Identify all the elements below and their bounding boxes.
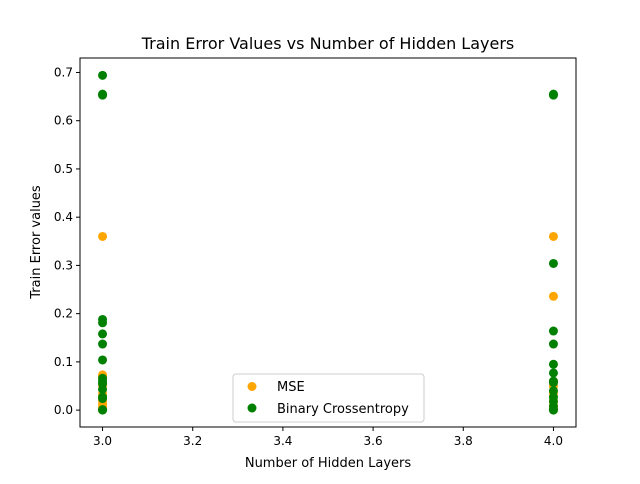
data-point-binary-crossentropy	[98, 90, 108, 100]
plot-frame	[79, 57, 577, 428]
data-point-binary-crossentropy	[98, 405, 108, 415]
data-point-binary-crossentropy	[548, 405, 558, 415]
y-tick-label: 0.2	[54, 307, 73, 321]
legend-box	[232, 373, 425, 423]
points-layer	[98, 70, 558, 415]
data-point-binary-crossentropy	[548, 258, 558, 268]
data-point-binary-crossentropy	[548, 339, 558, 349]
data-point-binary-crossentropy	[548, 359, 558, 369]
data-point-mse	[548, 291, 558, 301]
x-tick-label: 3.2	[183, 434, 202, 448]
legend-label-binary-crossentropy: Binary Crossentropy	[277, 402, 409, 417]
x-axis-ticks: 3.0 3.2 3.4 3.6 3.8 4.0	[93, 427, 563, 448]
y-tick-label: 0.6	[54, 114, 73, 128]
y-tick-label: 0.5	[54, 162, 73, 176]
y-tick-label: 0.4	[54, 210, 73, 224]
data-point-binary-crossentropy	[98, 318, 108, 328]
data-point-mse	[548, 231, 558, 241]
data-point-binary-crossentropy	[98, 329, 108, 339]
y-tick-label: 0.1	[54, 355, 73, 369]
legend-marker-binary-crossentropy	[247, 403, 257, 413]
chart-title: Train Error Values vs Number of Hidden L…	[141, 34, 514, 53]
data-point-binary-crossentropy	[98, 355, 108, 365]
legend-label-mse: MSE	[277, 380, 305, 395]
data-point-mse	[98, 231, 108, 241]
data-point-binary-crossentropy	[98, 394, 108, 404]
data-point-binary-crossentropy	[548, 368, 558, 378]
legend: MSE Binary Crossentropy	[232, 373, 425, 423]
data-point-binary-crossentropy	[98, 70, 108, 80]
y-axis-label: Train Error values	[29, 185, 44, 300]
y-tick-label: 0.0	[54, 403, 73, 417]
x-axis-label: Number of Hidden Layers	[245, 456, 412, 471]
data-point-binary-crossentropy	[548, 90, 558, 100]
y-tick-label: 0.7	[54, 65, 73, 79]
data-point-binary-crossentropy	[98, 384, 108, 394]
data-point-binary-crossentropy	[548, 386, 558, 396]
plot-area	[80, 58, 576, 427]
data-point-binary-crossentropy	[548, 326, 558, 336]
x-tick-label: 4.0	[544, 434, 563, 448]
x-tick-label: 3.6	[364, 434, 383, 448]
x-tick-label: 3.8	[454, 434, 473, 448]
y-axis-ticks: 0.0 0.1 0.2 0.3 0.4 0.5 0.6 0.7	[54, 65, 80, 417]
data-point-binary-crossentropy	[98, 339, 108, 349]
x-tick-label: 3.4	[273, 434, 292, 448]
data-point-binary-crossentropy	[548, 378, 558, 388]
y-tick-label: 0.3	[54, 258, 73, 272]
x-tick-label: 3.0	[93, 434, 112, 448]
legend-marker-mse	[247, 382, 257, 391]
